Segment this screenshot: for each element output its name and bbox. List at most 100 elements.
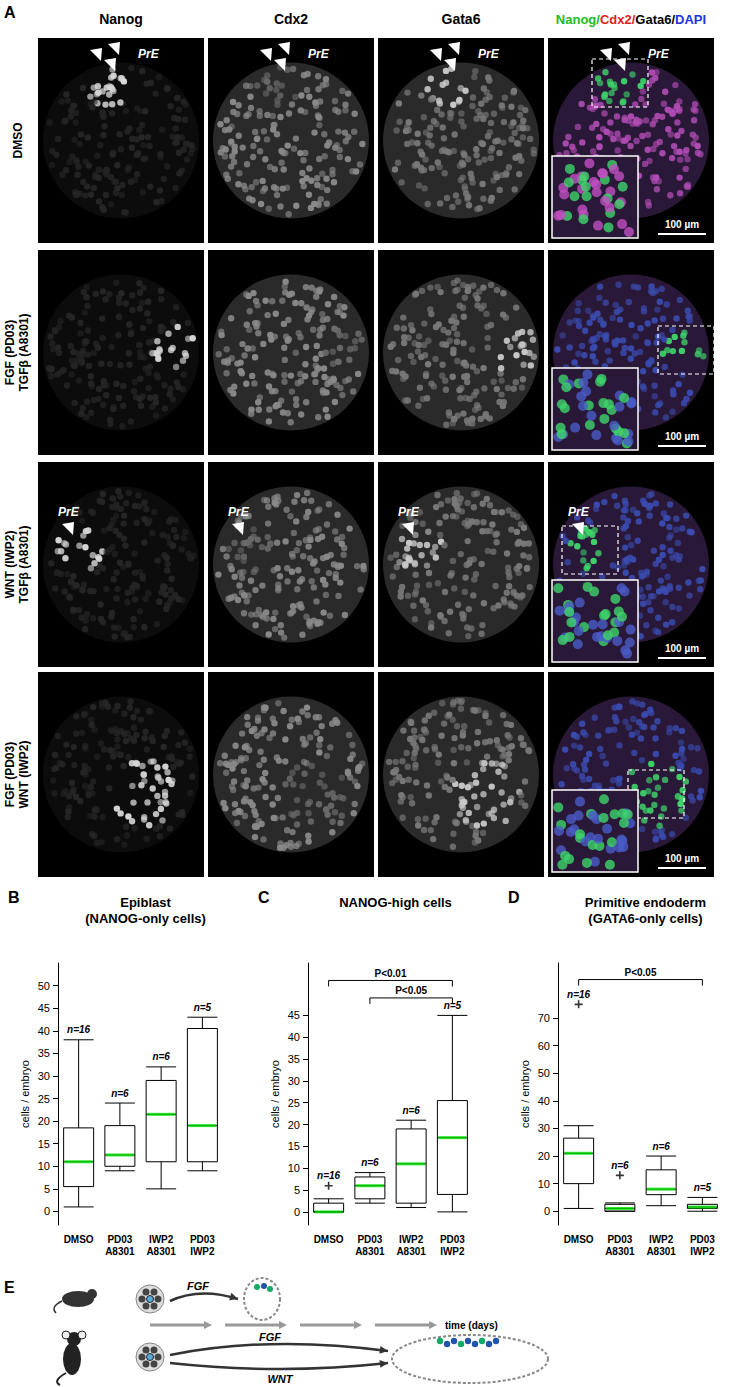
svg-text:40: 40 — [288, 1031, 300, 1043]
svg-text:25: 25 — [288, 1097, 300, 1109]
svg-text:100 µm: 100 µm — [665, 431, 699, 442]
svg-text:A8301: A8301 — [396, 1246, 426, 1257]
svg-text:(GATA6-only cells): (GATA6-only cells) — [588, 911, 702, 926]
svg-text:n=6: n=6 — [152, 1051, 170, 1062]
svg-text:IWP2: IWP2 — [690, 1246, 715, 1257]
svg-text:25: 25 — [38, 1093, 50, 1105]
svg-text:15: 15 — [38, 1138, 50, 1150]
svg-text:DMSO: DMSO — [314, 1234, 344, 1245]
svg-text:70: 70 — [538, 1012, 550, 1024]
svg-text:PD03: PD03 — [357, 1234, 382, 1245]
svg-text:Nanog/Cdx2/Gata6/DAPI: Nanog/Cdx2/Gata6/DAPI — [556, 12, 706, 27]
svg-text:P<0.01: P<0.01 — [375, 968, 407, 979]
svg-text:A8301: A8301 — [355, 1246, 385, 1257]
svg-text:n=16: n=16 — [317, 1170, 341, 1181]
svg-text:10: 10 — [538, 1178, 550, 1190]
svg-text:PrE: PrE — [398, 505, 420, 519]
svg-text:IWP2: IWP2 — [440, 1246, 465, 1257]
svg-text:Epiblast: Epiblast — [120, 895, 171, 910]
svg-text:20: 20 — [538, 1150, 550, 1162]
svg-text:35: 35 — [38, 1047, 50, 1059]
svg-text:PD03: PD03 — [607, 1234, 632, 1245]
svg-text:PrE: PrE — [58, 505, 80, 519]
svg-text:50: 50 — [38, 980, 50, 992]
svg-text:30: 30 — [538, 1122, 550, 1134]
svg-text:PrE: PrE — [478, 47, 500, 61]
svg-text:cells / embryo: cells / embryo — [19, 1060, 31, 1128]
svg-text:30: 30 — [38, 1070, 50, 1082]
svg-text:DMSO: DMSO — [64, 1234, 94, 1245]
svg-text:50: 50 — [538, 1067, 550, 1079]
svg-text:A: A — [4, 4, 16, 21]
svg-text:DMSO: DMSO — [564, 1234, 594, 1245]
svg-text:PD03: PD03 — [107, 1234, 132, 1245]
svg-text:n=6: n=6 — [402, 1105, 420, 1116]
svg-text:n=5: n=5 — [194, 1002, 212, 1013]
svg-text:PrE: PrE — [308, 47, 330, 61]
svg-text:40: 40 — [538, 1095, 550, 1107]
svg-text:100 µm: 100 µm — [665, 219, 699, 230]
svg-text:5: 5 — [44, 1183, 50, 1195]
svg-text:FGF (PD03)TGFβ (A8301): FGF (PD03)TGFβ (A8301) — [3, 313, 31, 391]
svg-text:IWP2: IWP2 — [399, 1234, 424, 1245]
svg-text:35: 35 — [288, 1053, 300, 1065]
svg-text:0: 0 — [544, 1205, 550, 1217]
svg-text:20: 20 — [38, 1115, 50, 1127]
svg-text:P<0.05: P<0.05 — [625, 967, 657, 978]
svg-text:100 µm: 100 µm — [665, 853, 699, 864]
svg-text:B: B — [8, 889, 20, 906]
svg-text:n=5: n=5 — [694, 1182, 712, 1193]
svg-text:45: 45 — [38, 1002, 50, 1014]
svg-text:PrE: PrE — [228, 505, 250, 519]
svg-text:IWP2: IWP2 — [190, 1246, 215, 1257]
svg-text:A8301: A8301 — [646, 1246, 676, 1257]
svg-text:time (days): time (days) — [445, 1320, 498, 1331]
svg-text:A8301: A8301 — [605, 1246, 635, 1257]
svg-text:WNT (IWP2)TGFβ (A8301): WNT (IWP2)TGFβ (A8301) — [3, 525, 31, 603]
svg-text:5: 5 — [294, 1184, 300, 1196]
svg-text:10: 10 — [38, 1160, 50, 1172]
svg-text:(NANOG-only cells): (NANOG-only cells) — [85, 911, 206, 926]
svg-text:FGF: FGF — [259, 1331, 281, 1343]
svg-text:IWP2: IWP2 — [649, 1234, 674, 1245]
svg-text:PrE: PrE — [568, 505, 590, 519]
svg-text:E: E — [4, 1279, 15, 1296]
svg-text:WNT: WNT — [267, 1373, 293, 1385]
svg-text:Nanog: Nanog — [99, 11, 143, 27]
svg-text:n=6: n=6 — [652, 1141, 670, 1152]
svg-text:C: C — [258, 889, 270, 906]
svg-text:PD03: PD03 — [440, 1234, 465, 1245]
svg-text:A8301: A8301 — [105, 1246, 135, 1257]
svg-text:cells / embryo: cells / embryo — [519, 1060, 531, 1128]
svg-text:A8301: A8301 — [146, 1246, 176, 1257]
svg-text:40: 40 — [38, 1025, 50, 1037]
svg-text:IWP2: IWP2 — [149, 1234, 174, 1245]
svg-text:n=6: n=6 — [611, 1160, 629, 1171]
svg-text:PrE: PrE — [648, 47, 670, 61]
svg-text:NANOG-high cells: NANOG-high cells — [339, 895, 452, 910]
svg-text:n=16: n=16 — [567, 989, 591, 1000]
svg-text:Primitive endoderm: Primitive endoderm — [585, 895, 706, 910]
svg-text:10: 10 — [288, 1162, 300, 1174]
svg-text:20: 20 — [288, 1119, 300, 1131]
svg-text:n=6: n=6 — [361, 1157, 379, 1168]
svg-text:P<0.05: P<0.05 — [395, 985, 427, 996]
svg-text:60: 60 — [538, 1040, 550, 1052]
svg-text:n=16: n=16 — [67, 1024, 91, 1035]
svg-text:FGF: FGF — [187, 1280, 209, 1292]
svg-text:n=6: n=6 — [111, 1088, 129, 1099]
svg-text:PD03: PD03 — [690, 1234, 715, 1245]
svg-text:0: 0 — [294, 1206, 300, 1218]
svg-text:DMSO: DMSO — [11, 123, 25, 159]
svg-text:PrE: PrE — [138, 47, 160, 61]
svg-text:0: 0 — [44, 1205, 50, 1217]
svg-text:30: 30 — [288, 1075, 300, 1087]
svg-text:PD03: PD03 — [190, 1234, 215, 1245]
svg-text:15: 15 — [288, 1140, 300, 1152]
svg-text:cells / embryo: cells / embryo — [269, 1060, 281, 1128]
svg-text:45: 45 — [288, 1009, 300, 1021]
svg-text:Cdx2: Cdx2 — [274, 11, 308, 27]
svg-text:D: D — [508, 889, 520, 906]
svg-text:FGF (PD03)WNT (IWP2): FGF (PD03)WNT (IWP2) — [3, 741, 31, 809]
svg-text:100 µm: 100 µm — [665, 643, 699, 654]
